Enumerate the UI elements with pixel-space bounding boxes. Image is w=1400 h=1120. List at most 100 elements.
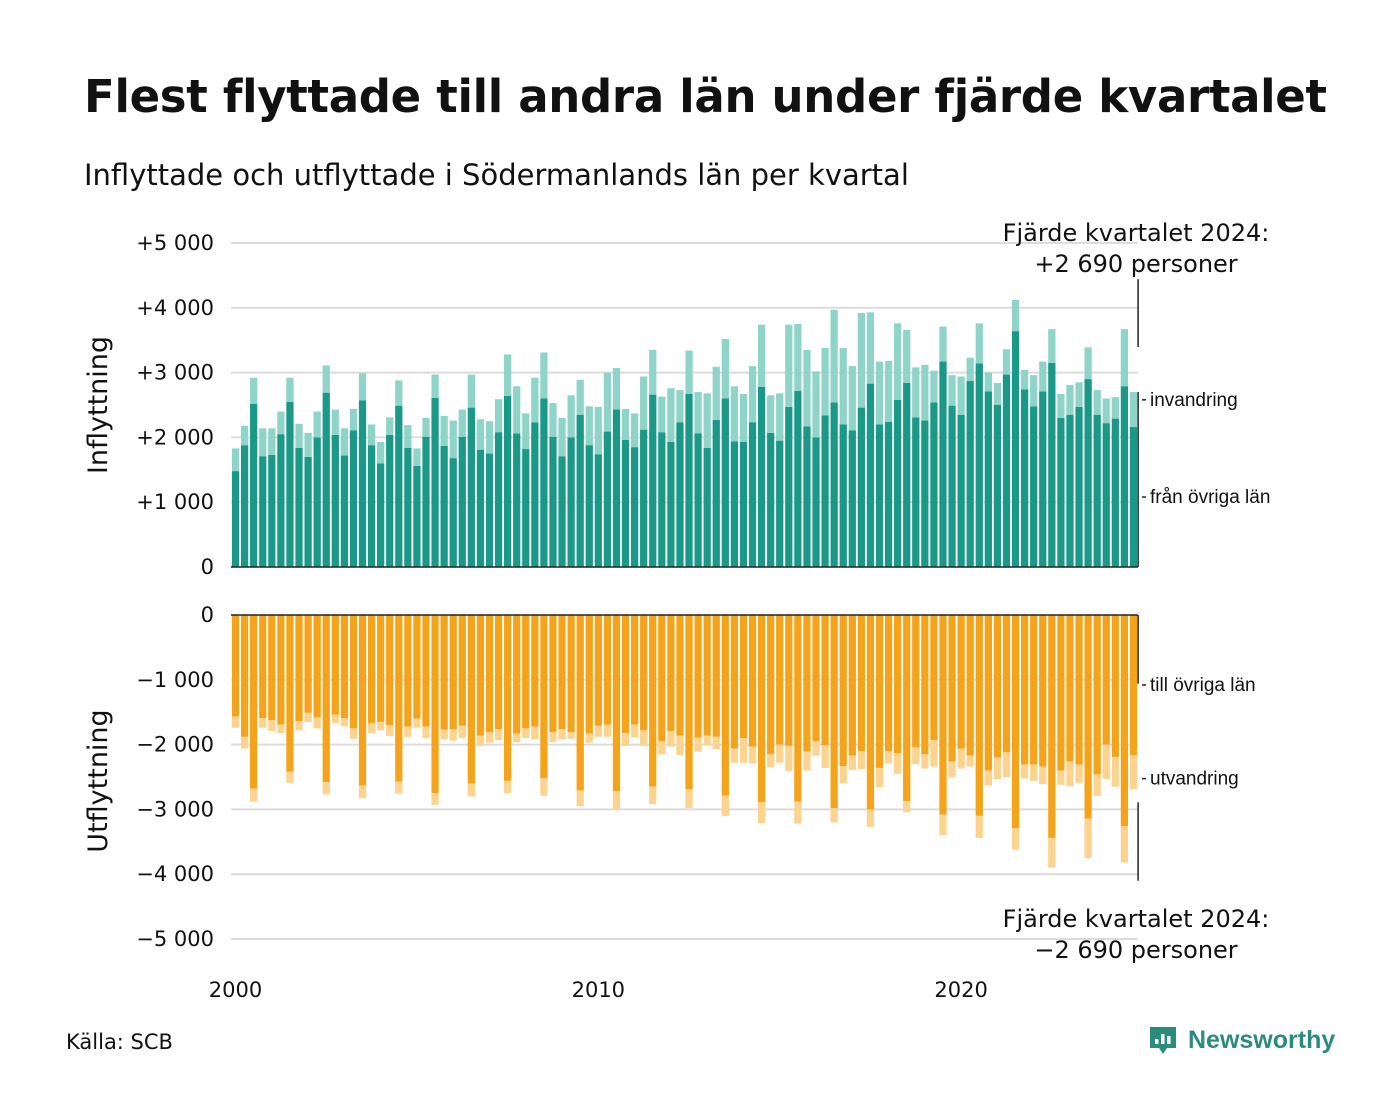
outflow-bar-till-ovriga-lan	[449, 615, 457, 730]
inflow-bar-invandring	[975, 323, 983, 364]
outflow-bar-till-ovriga-lan	[730, 615, 739, 749]
inflow-bar-fran-ovriga-lan	[948, 405, 956, 567]
inflow-bar-invandring	[1102, 398, 1110, 424]
outflow-bar-till-ovriga-lan	[939, 615, 947, 815]
source-note: Källa: SCB	[66, 1030, 173, 1054]
outflow-bar-utvandring	[649, 786, 657, 805]
outflow-bar-utvandring	[640, 730, 648, 746]
inflow-bar-invandring	[649, 349, 657, 395]
outflow-bar-utvandring	[1111, 756, 1119, 787]
outflow-bar-utvandring	[594, 725, 602, 737]
inflow-bar-invandring	[295, 423, 303, 448]
inflow-bar-fran-ovriga-lan	[721, 398, 729, 567]
outflow-bar-utvandring	[957, 748, 965, 769]
outflow-bar-utvandring	[576, 790, 584, 807]
outflow-bar-till-ovriga-lan	[812, 615, 820, 742]
outflow-bar-till-ovriga-lan	[667, 615, 675, 731]
outflow-bar-till-ovriga-lan	[286, 615, 294, 772]
outflow-bar-till-ovriga-lan	[721, 615, 729, 796]
inflow-bar-fran-ovriga-lan	[848, 430, 856, 567]
inflow-bar-invandring	[667, 388, 675, 442]
outflow-bar-till-ovriga-lan	[531, 615, 539, 727]
inflow-bar-fran-ovriga-lan	[594, 454, 602, 567]
inflow-bar-fran-ovriga-lan	[431, 397, 439, 567]
outflow-bar-till-ovriga-lan	[694, 615, 702, 738]
inflow-bar-invandring	[594, 406, 602, 455]
inflow-bar-invandring	[540, 352, 548, 399]
outflow-bar-utvandring	[494, 729, 503, 741]
outflow-y-tick-label: −3 000	[136, 797, 214, 821]
inflow-y-tick-label: +4 000	[136, 296, 214, 320]
inflow-bar-invandring	[730, 386, 739, 442]
inflow-bar-fran-ovriga-lan	[322, 392, 330, 567]
outflow-bar-utvandring	[268, 719, 276, 731]
outflow-bar-utvandring	[830, 808, 838, 823]
inflow-bar-invandring	[803, 349, 811, 427]
outflow-bar-utvandring	[712, 736, 720, 750]
inflow-bar-fran-ovriga-lan	[1057, 417, 1065, 567]
outflow-bar-utvandring	[603, 724, 612, 737]
outflow-bar-till-ovriga-lan	[1048, 615, 1056, 838]
inflow-bar-invandring	[866, 312, 875, 384]
outflow-bar-till-ovriga-lan	[422, 615, 430, 727]
outflow-bar-utvandring	[504, 780, 512, 794]
inflow-bar-fran-ovriga-lan	[458, 436, 466, 567]
inflow-bar-fran-ovriga-lan	[304, 456, 312, 567]
outflow-bar-till-ovriga-lan	[748, 615, 757, 747]
inflow-bar-invandring	[839, 347, 847, 425]
inflow-bar-invandring	[231, 448, 240, 472]
outflow-bar-utvandring	[721, 795, 729, 816]
outflow-bar-utvandring	[1039, 766, 1047, 785]
inflow-bar-fran-ovriga-lan	[794, 390, 802, 567]
inflow-bar-fran-ovriga-lan	[757, 386, 766, 567]
outflow-bar-till-ovriga-lan	[676, 615, 684, 736]
inflow-bar-invandring	[377, 441, 385, 464]
inflow-axis-title: Inflyttning	[83, 336, 114, 474]
outflow-bar-till-ovriga-lan	[513, 615, 521, 734]
inflow-bar-fran-ovriga-lan	[676, 422, 684, 567]
outflow-bar-utvandring	[458, 725, 466, 739]
inflow-bar-fran-ovriga-lan	[884, 421, 893, 567]
inflow-bar-fran-ovriga-lan	[730, 441, 739, 567]
inflow-bar-invandring	[522, 413, 530, 450]
outflow-y-tick-label: −4 000	[136, 862, 214, 886]
inflow-bar-invandring	[603, 372, 612, 432]
inflow-bar-fran-ovriga-lan	[712, 419, 720, 567]
outflow-bar-utvandring	[794, 801, 802, 824]
outflow-bar-till-ovriga-lan	[549, 615, 557, 733]
outflow-bar-utvandring	[730, 748, 739, 763]
outflow-bar-utvandring	[612, 791, 621, 811]
outflow-bar-till-ovriga-lan	[268, 615, 276, 720]
outflow-bar-utvandring	[467, 783, 475, 797]
outflow-bar-till-ovriga-lan	[304, 615, 312, 713]
inflow-bar-invandring	[322, 365, 330, 393]
inflow-bar-fran-ovriga-lan	[1030, 406, 1038, 567]
outflow-bar-till-ovriga-lan	[1002, 615, 1011, 753]
inflow-bar-fran-ovriga-lan	[640, 429, 648, 567]
inflow-bar-invandring	[694, 392, 702, 434]
outflow-bar-utvandring	[540, 778, 548, 796]
inflow-bar-invandring	[404, 425, 412, 448]
inflow-bar-invandring	[1011, 300, 1020, 332]
inflow-bar-fran-ovriga-lan	[1048, 362, 1056, 567]
outflow-bar-till-ovriga-lan	[767, 615, 775, 755]
inflow-bar-invandring	[640, 376, 648, 430]
inflow-bar-fran-ovriga-lan	[504, 395, 512, 567]
inflow-bar-invandring	[567, 395, 575, 438]
outflow-bar-till-ovriga-lan	[331, 615, 339, 715]
outflow-bar-till-ovriga-lan	[848, 615, 856, 756]
outflow-annotation: −2 690 personer	[1034, 936, 1237, 964]
inflow-bar-invandring	[984, 372, 992, 392]
outflow-bar-utvandring	[304, 712, 312, 722]
inflow-bar-invandring	[658, 396, 666, 433]
outflow-bar-utvandring	[667, 730, 675, 747]
outflow-bar-till-ovriga-lan	[884, 615, 893, 752]
outflow-bar-till-ovriga-lan	[1084, 615, 1092, 819]
outflow-bar-utvandring	[875, 767, 884, 788]
inflow-bar-fran-ovriga-lan	[975, 363, 983, 567]
inflow-bar-fran-ovriga-lan	[404, 447, 412, 567]
outflow-y-tick-label: 0	[201, 603, 214, 627]
inflow-bar-fran-ovriga-lan	[993, 405, 1002, 567]
outflow-bar-utvandring	[1057, 770, 1065, 785]
inflow-bar-fran-ovriga-lan	[395, 405, 403, 567]
